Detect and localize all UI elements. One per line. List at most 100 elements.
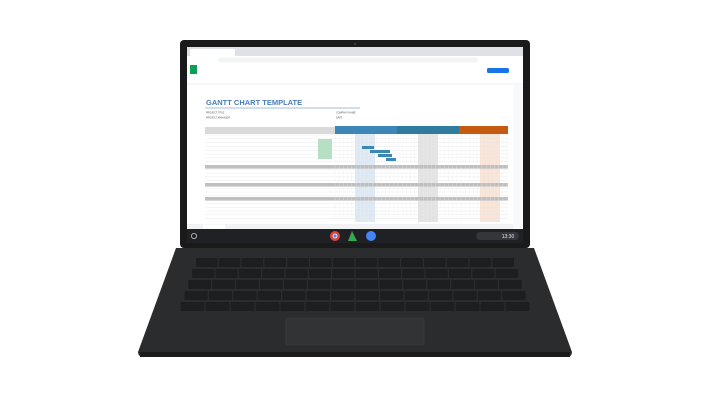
section-row xyxy=(205,165,508,169)
key xyxy=(215,269,238,278)
key xyxy=(282,291,306,300)
key xyxy=(260,280,283,289)
key xyxy=(355,291,379,300)
key xyxy=(180,302,205,311)
side-panel xyxy=(513,84,523,228)
key xyxy=(306,291,330,300)
keyboard xyxy=(180,258,530,311)
share-button[interactable] xyxy=(487,68,509,73)
key xyxy=(495,269,518,278)
key xyxy=(287,258,309,267)
field-label: PROJECT TITLE xyxy=(206,112,225,115)
key xyxy=(380,302,405,311)
key xyxy=(230,302,255,311)
section-row xyxy=(205,183,508,187)
status-area[interactable] xyxy=(476,232,519,240)
field-label: COMPANY NAME xyxy=(336,112,356,115)
key xyxy=(502,291,526,300)
key xyxy=(308,269,332,278)
key xyxy=(505,302,530,311)
key xyxy=(283,280,307,289)
key xyxy=(332,258,355,267)
progress-cells xyxy=(318,139,332,159)
key xyxy=(451,280,474,289)
key xyxy=(205,302,230,311)
phase-header xyxy=(397,126,459,134)
key xyxy=(430,302,455,311)
gantt-bar xyxy=(378,154,392,157)
chrome-icon-center xyxy=(332,233,338,239)
key xyxy=(264,258,286,267)
touchpad xyxy=(285,317,425,346)
field-label: DATE xyxy=(336,117,343,120)
gantt-bar xyxy=(362,146,374,149)
key xyxy=(427,280,450,289)
week-shade xyxy=(418,134,438,222)
address-bar[interactable] xyxy=(218,57,478,63)
key xyxy=(208,291,233,300)
key xyxy=(241,258,264,267)
key xyxy=(330,302,355,311)
webcam xyxy=(353,42,357,46)
key xyxy=(446,258,469,267)
key xyxy=(401,258,423,267)
gantt-bar xyxy=(370,150,390,153)
key xyxy=(218,258,241,267)
key xyxy=(355,258,378,267)
key xyxy=(192,269,215,278)
key xyxy=(238,269,261,278)
key xyxy=(480,302,505,311)
launcher[interactable] xyxy=(190,232,197,239)
table-header xyxy=(205,127,335,134)
sheet-tab[interactable] xyxy=(203,224,225,229)
key xyxy=(331,291,355,300)
key xyxy=(355,280,379,289)
key xyxy=(499,280,522,289)
key xyxy=(378,258,400,267)
key xyxy=(262,269,285,278)
key xyxy=(424,258,446,267)
sheet-title: GANTT CHART TEMPLATE xyxy=(206,98,302,107)
key xyxy=(305,302,330,311)
key xyxy=(475,280,498,289)
key xyxy=(402,269,425,278)
key xyxy=(233,291,257,300)
key xyxy=(310,258,332,267)
key xyxy=(425,269,448,278)
key xyxy=(380,291,404,300)
key xyxy=(378,269,402,278)
key xyxy=(428,291,453,300)
week-shade xyxy=(480,134,500,222)
key xyxy=(469,258,492,267)
key xyxy=(405,302,430,311)
phase-header xyxy=(335,126,397,134)
key xyxy=(280,302,305,311)
phase-header xyxy=(459,126,508,134)
key xyxy=(212,280,235,289)
shelf xyxy=(187,229,523,243)
field-label: PROJECT MANAGER xyxy=(206,117,230,120)
key xyxy=(257,291,282,300)
files-icon[interactable] xyxy=(366,231,376,241)
play-store-icon[interactable] xyxy=(348,231,357,241)
browser-tab[interactable] xyxy=(190,49,235,56)
key xyxy=(355,302,380,311)
clock: 13:30 xyxy=(502,234,515,240)
key xyxy=(403,280,427,289)
key xyxy=(236,280,259,289)
grid-rows xyxy=(205,134,508,222)
sheets-icon[interactable] xyxy=(190,65,197,74)
key xyxy=(331,280,355,289)
key xyxy=(332,269,355,278)
key xyxy=(255,302,280,311)
gantt-bar xyxy=(386,158,396,161)
key xyxy=(453,291,477,300)
key xyxy=(196,258,218,267)
key xyxy=(404,291,428,300)
key xyxy=(379,280,403,289)
section-row xyxy=(205,197,508,201)
key xyxy=(449,269,472,278)
key xyxy=(455,302,480,311)
key xyxy=(492,258,514,267)
